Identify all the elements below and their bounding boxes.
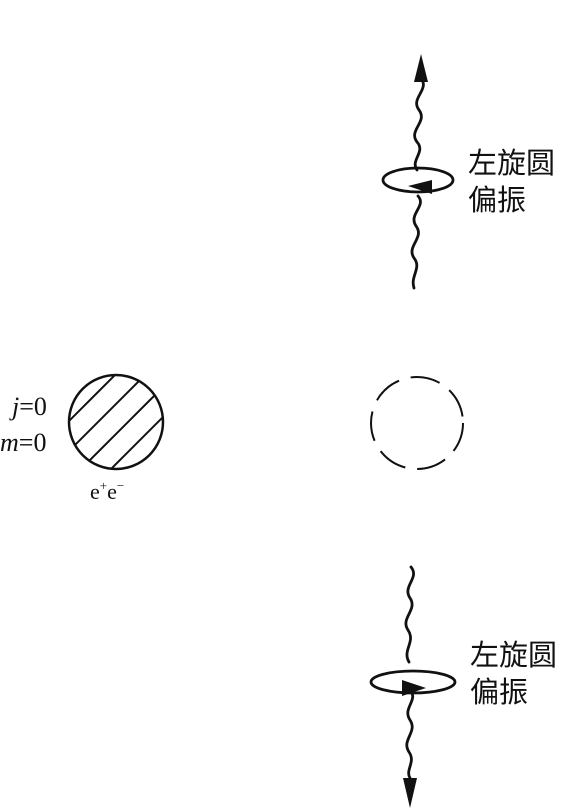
positronium-label: e+e−: [90, 478, 124, 505]
bottom-rotation-arrowhead: [402, 680, 426, 696]
bottom-polarization-label: 左旋圆 偏振: [470, 637, 557, 711]
bottom-arrowhead: [403, 778, 417, 808]
particle-e2: e: [107, 479, 117, 504]
top-polarization-label: 左旋圆 偏振: [468, 145, 555, 219]
bottom-photon: [369, 565, 457, 808]
m-quantum-label: m=0: [0, 428, 46, 458]
atom-outline: [67, 373, 165, 471]
particle-e1: e: [90, 479, 100, 504]
top-rotation-arrowhead: [408, 180, 432, 194]
bottom-wavy-line: [404, 565, 415, 780]
top-arrowhead: [414, 54, 428, 82]
top-label-line2: 偏振: [468, 183, 527, 217]
j-quantum-label: j=0: [12, 392, 47, 422]
j-symbol: j: [12, 392, 20, 421]
top-photon: [381, 54, 455, 290]
j-value: =0: [19, 392, 47, 421]
m-value: =0: [18, 428, 47, 457]
bottom-label-line2: 偏振: [470, 675, 529, 709]
top-rotation-ellipse: [381, 166, 455, 194]
dashed-circle: [370, 376, 464, 470]
particle-plus: +: [99, 478, 108, 493]
bottom-rotation-ellipse: [369, 669, 457, 695]
particle-minus: −: [116, 478, 125, 493]
bottom-label-line1: 左旋圆: [470, 638, 558, 672]
m-symbol: m: [0, 428, 19, 457]
top-label-line1: 左旋圆: [468, 146, 556, 180]
top-wavy-line: [410, 76, 425, 290]
